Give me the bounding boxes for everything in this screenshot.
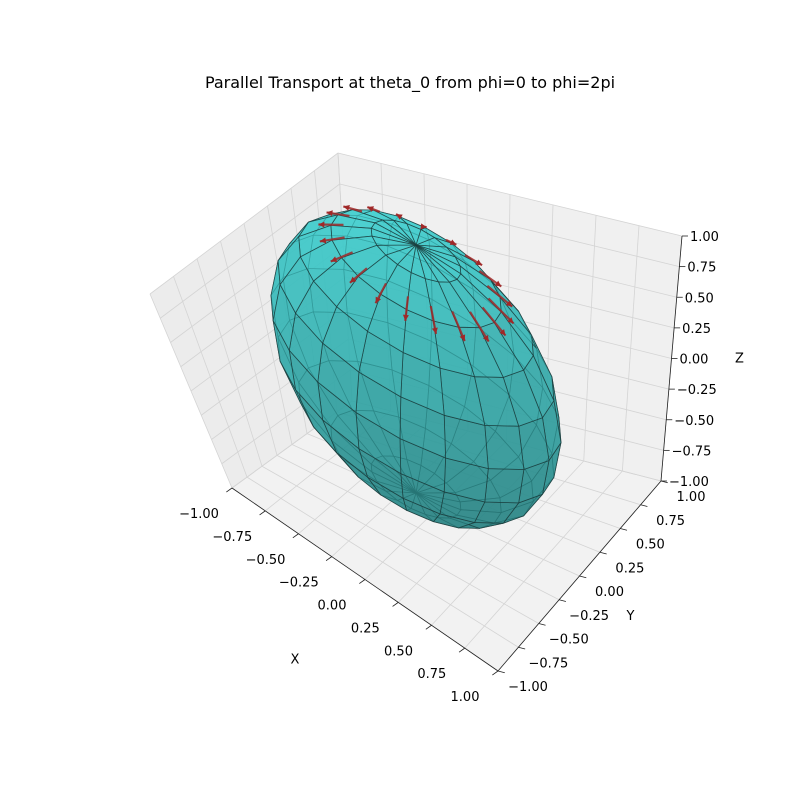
y-tick-label: 1.00	[677, 490, 706, 505]
transport-vector-head	[319, 237, 327, 244]
x-tick	[325, 556, 332, 562]
z-axis-label: Z	[735, 352, 744, 367]
transport-vector-head	[449, 239, 457, 245]
transport-vector-head	[499, 329, 506, 336]
transport-vector-head	[459, 334, 466, 342]
y-tick-label: 0.25	[615, 561, 644, 576]
x-tick-label: 0.25	[351, 621, 380, 636]
transport-vector-head	[475, 259, 483, 266]
transport-vector-head	[375, 296, 381, 304]
grid-line-wall-y-z	[337, 152, 683, 237]
z-tick-label: 0.50	[685, 291, 714, 306]
transport-vector-head	[505, 300, 513, 307]
transport-vector-head	[343, 205, 350, 211]
transport-vector-head	[431, 327, 438, 334]
y-tick-label: 0.50	[636, 538, 665, 553]
x-tick	[392, 602, 399, 607]
x-tick-label: 0.50	[384, 644, 413, 659]
x-tick	[425, 624, 432, 630]
z-tick-label: −0.50	[674, 414, 714, 429]
transport-vector-head	[367, 206, 374, 212]
z-tick-label: 1.00	[690, 230, 719, 245]
y-tick-label: −0.25	[569, 609, 609, 624]
y-tick	[599, 551, 607, 555]
transport-vector-head	[330, 256, 338, 262]
y-tick-label: −0.50	[549, 633, 589, 648]
x-tick	[259, 510, 266, 516]
transport-vector-head	[318, 221, 325, 228]
chart-title: Parallel Transport at theta_0 from phi=0…	[205, 73, 615, 93]
x-tick-label: 1.00	[451, 690, 480, 705]
z-tick-label: 0.00	[680, 353, 709, 368]
transport-vector-head	[482, 335, 489, 342]
transport-vectors	[318, 205, 515, 343]
z-tick-label: −0.25	[677, 383, 717, 398]
grid-line-wall-x-z	[160, 183, 340, 319]
y-tick	[518, 646, 526, 650]
y-tick	[660, 480, 668, 484]
x-tick	[226, 487, 233, 493]
y-axis-label: Y	[626, 609, 635, 624]
y-tick-label: 0.00	[595, 585, 624, 600]
y-tick-label: −0.75	[528, 656, 568, 671]
surface-face	[484, 468, 525, 504]
transport-vector-head	[326, 210, 333, 217]
x-tick-label: 0.75	[417, 667, 446, 682]
x-tick	[359, 579, 366, 584]
x-tick-label: −1.00	[179, 507, 219, 522]
axis-ticks: −1.00 −1.00 −1.00 −0.75 −0.75 −0.75 −0.50 −0.50…	[179, 230, 719, 705]
z-tick-label: 0.75	[687, 261, 716, 276]
y-tick	[559, 599, 567, 602]
x-tick-label: −0.75	[212, 530, 252, 545]
sphere-surface	[270, 209, 562, 529]
y-tick	[640, 504, 648, 507]
x-tick	[292, 533, 299, 539]
x-tick	[492, 670, 499, 676]
x-tick	[458, 647, 465, 653]
grid-line-wall-y-z	[339, 183, 680, 268]
surface-face	[484, 424, 525, 470]
y-tick	[579, 575, 587, 579]
y-tick-label: −1.00	[508, 680, 548, 695]
transport-vector-head	[349, 276, 357, 283]
y-tick	[620, 528, 628, 531]
z-tick-label: −1.00	[669, 475, 709, 490]
grid-line-wall-y-x	[583, 215, 597, 462]
transport-vector-head	[494, 280, 502, 287]
y-tick-label: 0.75	[656, 514, 685, 529]
z-tick-label: 0.25	[682, 322, 711, 337]
grid-line-wall-x-z	[149, 152, 339, 295]
x-tick-label: −0.50	[246, 553, 286, 568]
transport-vector-head	[420, 223, 427, 230]
grid-line-floor-x	[464, 470, 623, 649]
y-tick	[538, 623, 546, 626]
transport-vector-head	[402, 314, 409, 321]
transport-vector-head	[507, 317, 514, 324]
x-axis-label: X	[291, 653, 300, 668]
transport-vector-head	[396, 214, 403, 220]
z-tick-label: −0.75	[672, 444, 712, 459]
grid-line-floor-x	[431, 460, 585, 626]
surface-face	[279, 256, 314, 314]
x-tick-label: 0.00	[318, 599, 347, 614]
transport-vector	[481, 306, 507, 337]
grid-line-wall-y-x	[621, 225, 640, 472]
x-tick-label: −0.25	[279, 576, 319, 591]
y-tick	[497, 670, 505, 674]
